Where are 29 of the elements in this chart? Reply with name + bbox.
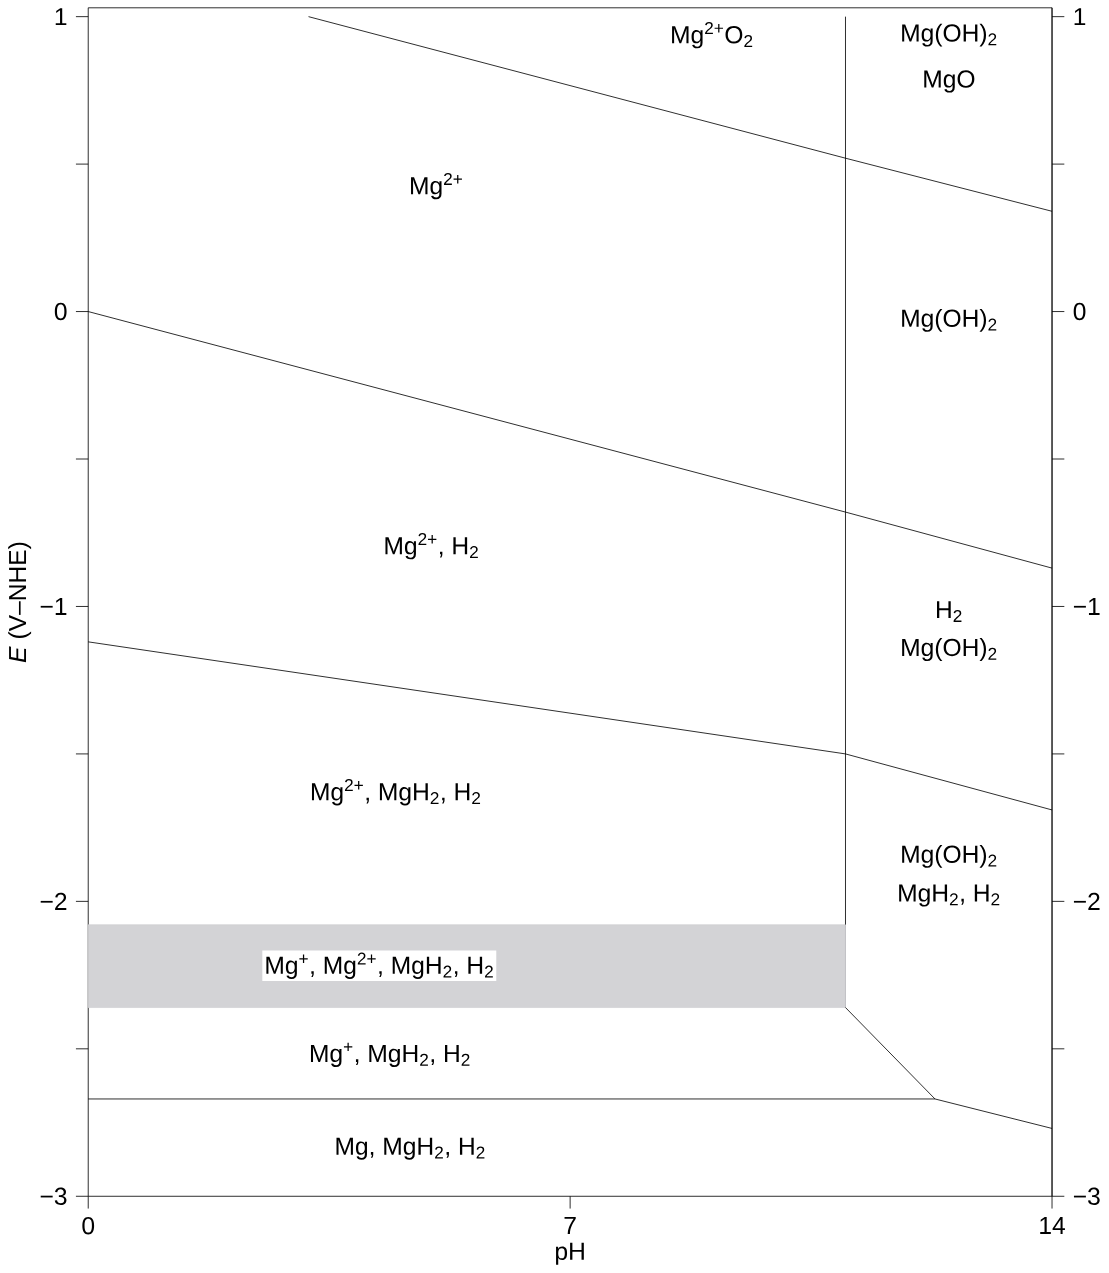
annotation: H$_{2}$: [937, 601, 962, 622]
y2-tick-label: 1: [1074, 8, 1086, 26]
y2-tick-label: −2: [1073, 892, 1100, 910]
x-tick-label: 7: [564, 1216, 576, 1234]
annotation: Mg(OH)$_{2}$: [902, 308, 997, 332]
annotation: Mg$^{+}$, MgH$_{2}$, H$_{2}$: [311, 1042, 470, 1067]
y-tick-label: −2: [40, 892, 67, 910]
annotation: Mg, MgH$_{2}$, H$_{2}$: [336, 1137, 485, 1160]
annotation: MgH$_{2}$, H$_{2}$: [899, 884, 1000, 907]
y2-tick-label: 0: [1073, 302, 1086, 321]
annotation: Mg$^{2+}$, MgH$_{2}$, H$_{2}$: [312, 779, 481, 806]
annotation: Mg$^{2+}$, H$_{2}$: [385, 533, 478, 560]
annotation: Mg$^{+}$, Mg$^{2+}$, MgH$_{2}$, H$_{2}$: [266, 952, 493, 979]
x-tick-label: 14: [1040, 1216, 1065, 1234]
y-tick-label: 1: [55, 8, 67, 26]
annotation: Mg$^{2+}$: [411, 172, 462, 200]
annotation: Mg(OH)$_{2}$: [902, 638, 997, 662]
y-axis-title: E (V–NHE): [8, 542, 32, 663]
x-axis-title: pH: [556, 1242, 584, 1265]
y-tick-label: 0: [54, 302, 67, 321]
y2-tick-label: −1: [1073, 598, 1100, 615]
annotation: Mg(OH)$_{2}$: [902, 844, 997, 868]
x-tick-label: 0: [82, 1216, 95, 1235]
y2-tick-label: −3: [1073, 1187, 1100, 1205]
y-tick-label: −1: [40, 598, 67, 615]
annotation: MgO: [924, 70, 975, 93]
annotation: Mg(OH)$_{2}$: [902, 23, 997, 47]
y-tick-label: −3: [40, 1187, 67, 1205]
annotation: Mg$^{2+}$O$_{2}$: [672, 21, 753, 49]
